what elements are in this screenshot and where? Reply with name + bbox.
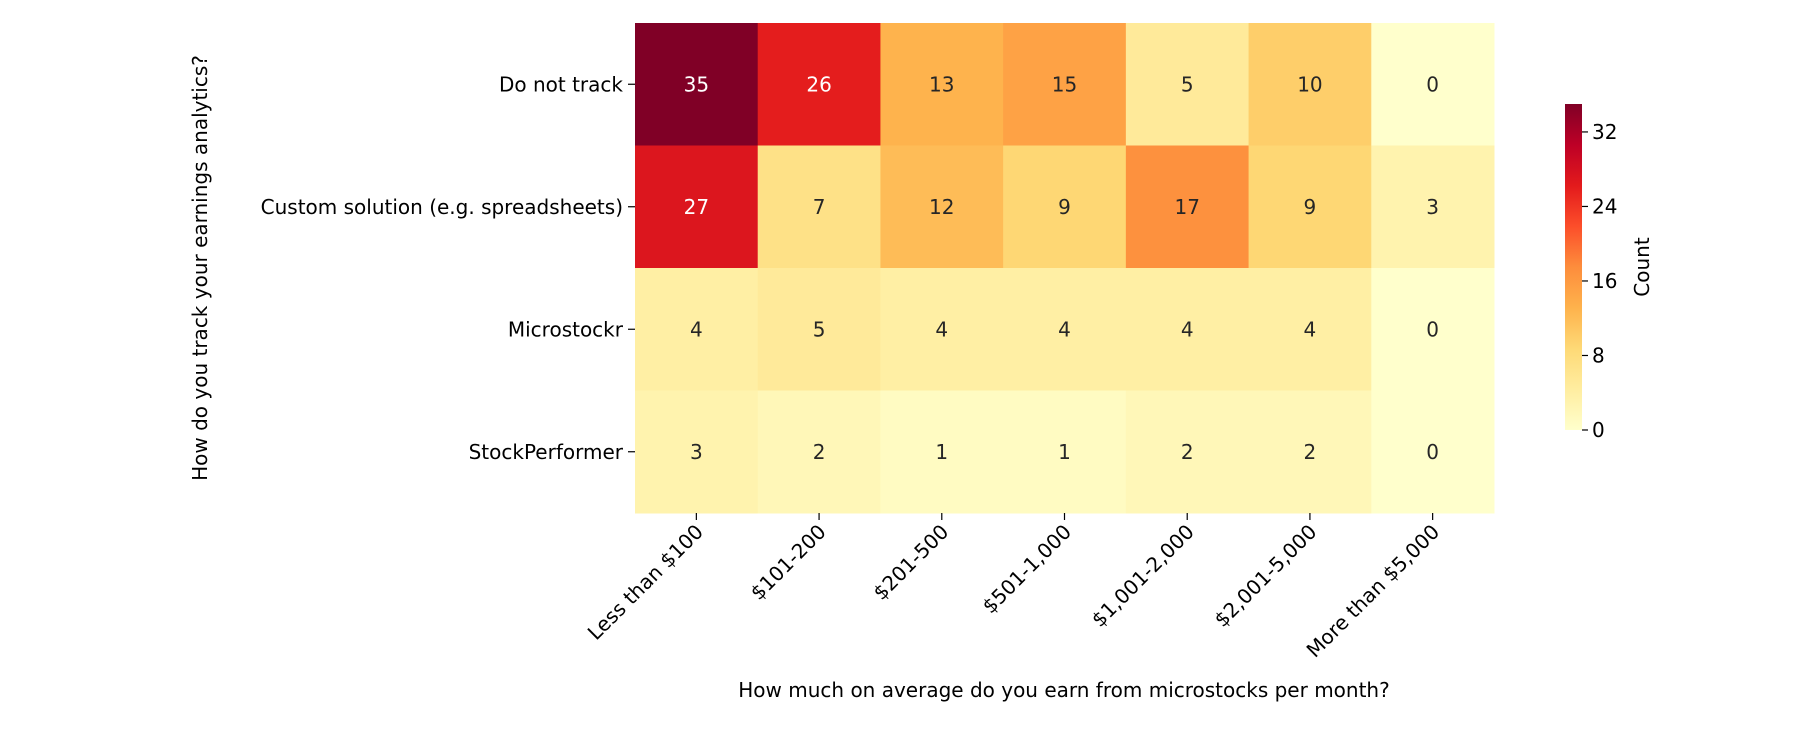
heatmap-cell [1125, 145, 1250, 269]
heatmap-cell [635, 390, 759, 514]
heatmap-cell [757, 23, 881, 146]
cell-value-label: 4 [1304, 317, 1317, 341]
colorbar-gradient [1565, 104, 1582, 430]
heatmap-cell [635, 145, 759, 269]
heatmap-cell [1125, 390, 1250, 514]
heatmap-cell [880, 145, 1004, 269]
x-tick-label: $1,001-2,000 [1087, 520, 1199, 632]
heatmap-cell [880, 268, 1004, 391]
heatmap-cell [757, 268, 881, 391]
heatmap-cell [880, 390, 1004, 514]
y-tick-label: Do not track [499, 72, 623, 96]
x-tick-label: $201-500 [868, 520, 953, 605]
y-axis-label: How do you track your earnings analytics… [188, 55, 212, 481]
x-tick-label: $101-200 [746, 520, 831, 605]
cell-value-label: 0 [1426, 72, 1439, 96]
x-tick-labels: Less than $100 $101-200 $201-500 $501-1,000… [583, 513, 1444, 662]
x-tick-label: More than $5,000 [1302, 520, 1445, 663]
colorbar-tick-label: 8 [1592, 343, 1605, 367]
cell-value-label: 35 [684, 72, 709, 96]
cell-value-label: 9 [1058, 195, 1071, 219]
cell-value-label: 13 [929, 72, 954, 96]
y-tick-label: Custom solution (e.g. spreadsheets) [261, 195, 623, 219]
colorbar-tick-label: 0 [1592, 418, 1605, 442]
heatmap-cell [1003, 145, 1127, 269]
cell-value-label: 0 [1426, 440, 1439, 464]
y-tick-label: StockPerformer [469, 440, 624, 464]
x-tick-label: $501-1,000 [977, 520, 1076, 619]
cell-value-label: 3 [690, 440, 703, 464]
cell-value-label: 4 [1058, 317, 1071, 341]
heatmap-cell [1371, 268, 1495, 391]
cell-value-label: 0 [1426, 317, 1439, 341]
cell-value-label: 12 [929, 195, 954, 219]
heatmap-cell [1248, 390, 1372, 514]
cell-value-label: 2 [813, 440, 826, 464]
cell-value-label: 26 [806, 72, 831, 96]
x-tick-label: $2,001-5,000 [1209, 520, 1321, 632]
heatmap-cell [1371, 390, 1495, 514]
cell-value-label: 4 [935, 317, 948, 341]
cell-value-label: 9 [1304, 195, 1317, 219]
heatmap-cell [1003, 23, 1127, 146]
cell-value-label: 1 [1058, 440, 1071, 464]
heatmap-cell [757, 390, 881, 514]
colorbar-label: Count [1630, 237, 1654, 297]
heatmap-cell [1248, 23, 1372, 146]
heatmap-cell [1248, 268, 1372, 391]
cell-value-label: 4 [690, 317, 703, 341]
heatmap-cell [1371, 145, 1495, 269]
heatmap-cell [1003, 268, 1127, 391]
cell-value-label: 4 [1181, 317, 1194, 341]
cell-value-label: 2 [1181, 440, 1194, 464]
colorbar-tick-label: 16 [1592, 269, 1617, 293]
cell-value-label: 27 [684, 195, 709, 219]
heatmap-cell [635, 23, 759, 146]
colorbar-tick-label: 24 [1592, 194, 1617, 218]
y-tick-labels: Do not track Custom solution (e.g. spread… [261, 72, 635, 464]
heatmap-cell [635, 268, 759, 391]
heatmap-cells: 35 26 13 15 5 10 027 7 12 9 17 9 34 5 4 4 4 4 03 2 1 1 2 2 0 [635, 23, 1495, 514]
x-tick-label: Less than $100 [583, 520, 708, 645]
heatmap-cell [1003, 390, 1127, 514]
cell-value-label: 5 [1181, 72, 1194, 96]
cell-value-label: 3 [1426, 195, 1439, 219]
y-tick-label: Microstockr [508, 317, 624, 341]
cell-value-label: 2 [1304, 440, 1317, 464]
heatmap-cell [1371, 23, 1495, 146]
cell-value-label: 7 [813, 195, 826, 219]
colorbar: Count 0 8 16 24 32 [1565, 104, 1654, 442]
cell-value-label: 5 [813, 317, 826, 341]
cell-value-label: 1 [935, 440, 948, 464]
heatmap-cell [1125, 23, 1250, 146]
heatmap-cell [1125, 268, 1250, 391]
heatmap-cell [757, 145, 881, 269]
cell-value-label: 10 [1297, 72, 1322, 96]
heatmap-cell [880, 23, 1004, 146]
heatmap-cell [1248, 145, 1372, 269]
cell-value-label: 17 [1174, 195, 1199, 219]
cell-value-label: 15 [1052, 72, 1077, 96]
colorbar-tick-label: 32 [1592, 120, 1617, 144]
x-axis-label: How much on average do you earn from mic… [738, 678, 1389, 702]
